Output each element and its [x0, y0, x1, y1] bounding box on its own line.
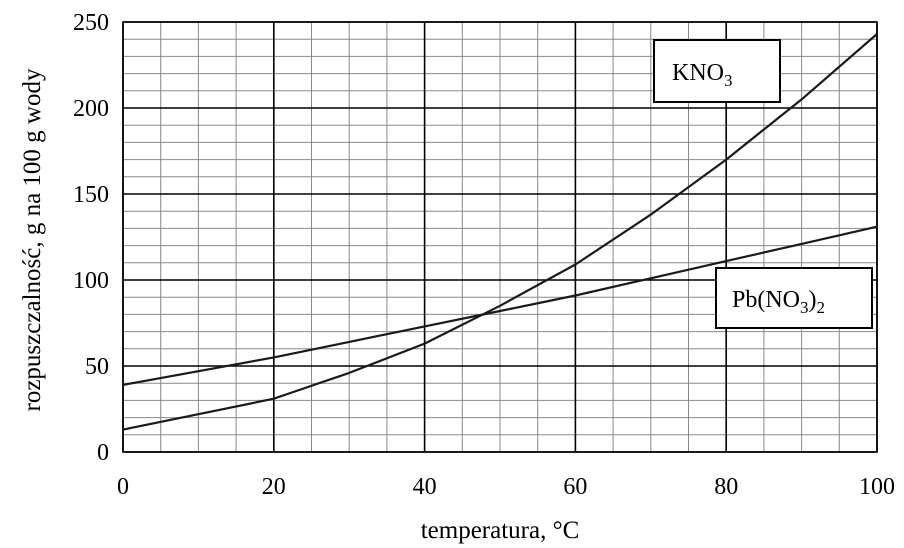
x-tick-label: 100 — [859, 474, 895, 500]
x-tick-label: 20 — [262, 474, 286, 500]
plot-frame — [122, 21, 878, 453]
y-tick-label: 50 — [85, 354, 109, 380]
y-tick-label: 250 — [73, 10, 109, 36]
series-layer — [122, 33, 878, 431]
series-line-1 — [122, 225, 878, 386]
x-tick-label: 60 — [563, 474, 587, 500]
x-tick-label: 0 — [117, 474, 129, 500]
pbno32-label: Pb(NO3)2 — [715, 267, 873, 329]
y-axis-title: rozpuszczalność, g na 100 g wody — [19, 68, 46, 411]
y-tick-label: 150 — [73, 182, 109, 208]
x-tick-label: 80 — [714, 474, 738, 500]
pbno32-label-text: Pb(NO3)2 — [732, 287, 825, 317]
y-tick-label: 0 — [97, 440, 109, 466]
y-tick-label: 200 — [73, 96, 109, 122]
x-axis-title: temperatura, °C — [421, 517, 580, 544]
x-tick-label: 40 — [413, 474, 437, 500]
kno3-label: KNO3 — [653, 39, 781, 103]
kno3-label-text: KNO3 — [672, 60, 733, 90]
y-tick-label: 100 — [73, 268, 109, 294]
pbno32-label-box — [715, 267, 873, 329]
major-grid — [122, 21, 878, 453]
kno3-label-box — [653, 39, 781, 103]
y-tick-labels: 0 50 100 150 200 250 — [73, 10, 109, 466]
x-tick-labels: 0 20 40 60 80 100 — [117, 474, 895, 500]
series-line-0 — [122, 33, 878, 431]
